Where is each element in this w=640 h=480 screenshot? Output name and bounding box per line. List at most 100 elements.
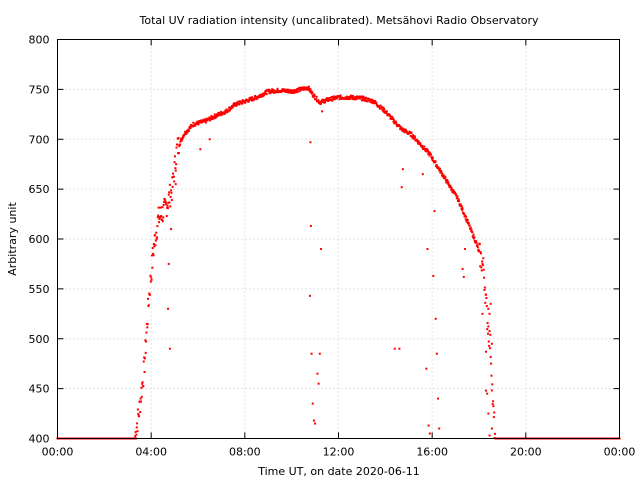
data-point (464, 218, 467, 221)
data-point (434, 160, 437, 163)
data-point (233, 104, 236, 107)
data-point (231, 106, 234, 109)
data-point (426, 247, 429, 250)
data-point (168, 347, 171, 350)
data-point (292, 91, 295, 94)
data-point (482, 257, 485, 260)
data-point (167, 307, 170, 310)
data-point (236, 100, 239, 103)
data-point (488, 330, 491, 333)
data-point (189, 126, 192, 129)
data-point (378, 104, 381, 107)
data-point (138, 400, 141, 403)
data-point (466, 219, 469, 222)
data-point (258, 95, 261, 98)
data-point (383, 108, 386, 111)
data-point (361, 99, 364, 102)
data-point (486, 332, 489, 335)
data-point (375, 101, 378, 104)
data-point (367, 97, 370, 100)
data-point (315, 95, 318, 98)
data-point (192, 121, 195, 124)
data-point (243, 101, 246, 104)
data-point (141, 381, 144, 384)
data-point (413, 137, 416, 140)
data-point (225, 111, 228, 114)
data-points (56, 85, 621, 440)
data-point (170, 189, 173, 192)
data-point (466, 221, 469, 224)
data-point (307, 87, 310, 90)
data-point (286, 88, 289, 91)
data-point (253, 97, 256, 100)
data-point (196, 120, 199, 123)
data-point (421, 173, 424, 176)
data-point (136, 408, 139, 411)
data-point (458, 200, 461, 203)
data-point (308, 87, 311, 90)
data-point (412, 134, 415, 137)
data-point (301, 86, 304, 89)
data-point (169, 205, 172, 208)
data-point (136, 422, 139, 425)
data-point (339, 94, 342, 97)
data-point (490, 374, 493, 377)
data-point (491, 403, 494, 406)
data-point (149, 280, 152, 283)
data-point (260, 95, 263, 98)
data-point (175, 146, 178, 149)
data-point (461, 267, 464, 270)
data-point (490, 427, 493, 430)
data-point (472, 237, 475, 240)
data-point (446, 180, 449, 183)
data-point (157, 221, 160, 224)
data-point (270, 90, 273, 93)
data-point (435, 352, 438, 355)
data-point (351, 95, 354, 98)
data-point (315, 98, 318, 101)
data-point (328, 97, 331, 100)
data-point (385, 110, 388, 113)
data-point (172, 175, 175, 178)
data-point (271, 88, 274, 91)
data-point (417, 140, 420, 143)
data-point (310, 92, 313, 95)
data-point (360, 96, 363, 99)
data-point (413, 136, 416, 139)
data-point (151, 266, 154, 269)
data-point (179, 140, 182, 143)
data-point (459, 203, 462, 206)
data-point (262, 94, 265, 97)
grid (57, 39, 620, 439)
data-point (295, 91, 298, 94)
data-point (371, 99, 374, 102)
data-point (486, 392, 489, 395)
data-point (376, 104, 379, 107)
data-point (166, 207, 169, 210)
data-point (384, 111, 387, 114)
data-point (281, 88, 284, 91)
data-point (291, 89, 294, 92)
axis-ticks: 400 450 500 550 600 650 700 750 800 00:00 04:00 08:… (29, 34, 636, 459)
data-point (492, 400, 495, 403)
data-point (211, 115, 214, 118)
data-point (209, 119, 212, 122)
x-tick-label: 12:00 (323, 446, 355, 459)
data-point (479, 265, 482, 268)
data-point (492, 416, 495, 419)
data-point (485, 389, 488, 392)
data-point (419, 143, 422, 146)
data-point (305, 88, 308, 91)
data-point (135, 426, 138, 429)
data-point (148, 292, 151, 295)
x-tick-label: 08:00 (229, 446, 261, 459)
data-point (441, 172, 444, 175)
data-point (475, 241, 478, 244)
data-point (477, 248, 480, 251)
data-point (487, 325, 490, 328)
data-point (431, 158, 434, 161)
data-point (421, 144, 424, 147)
data-point (208, 117, 211, 120)
data-point (311, 402, 314, 405)
data-point (472, 236, 475, 239)
